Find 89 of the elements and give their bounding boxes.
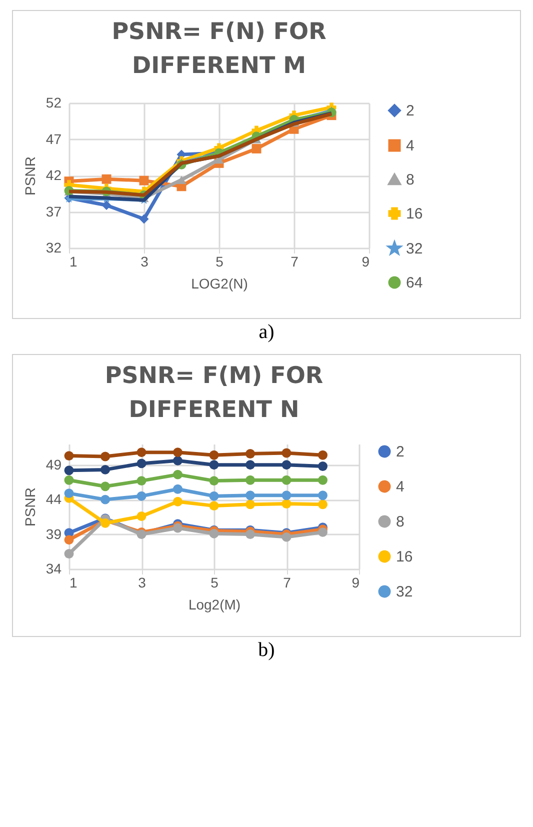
point	[136, 458, 146, 468]
point	[64, 488, 74, 498]
point	[282, 448, 292, 458]
point	[100, 482, 110, 492]
y-tick-label: 32	[46, 240, 62, 256]
x-axis-title: LOG2(N)	[191, 276, 248, 292]
text: b)	[257, 639, 276, 662]
point	[246, 530, 255, 540]
point	[209, 450, 219, 460]
point	[209, 528, 219, 538]
point	[246, 490, 255, 500]
point	[246, 500, 255, 510]
point	[136, 476, 146, 486]
point	[246, 448, 255, 458]
x-axis-title: Log2(M)	[188, 596, 241, 612]
point	[64, 466, 74, 476]
point	[64, 451, 74, 461]
point	[100, 494, 110, 504]
y-tick-label: 44	[46, 491, 62, 508]
point	[100, 518, 110, 528]
legend-label: 2	[396, 444, 404, 460]
point	[64, 475, 74, 485]
x-tick-label: 5	[216, 254, 224, 270]
point	[282, 532, 292, 542]
legend-label: 32	[406, 240, 423, 258]
y-tick-label: 42	[46, 167, 62, 183]
point	[252, 144, 262, 154]
point	[209, 460, 219, 470]
point	[136, 491, 146, 501]
point	[318, 527, 328, 537]
point	[209, 501, 219, 511]
legend-label: 4	[406, 138, 414, 154]
y-tick-label: 34	[46, 560, 62, 576]
x-tick-label: 9	[352, 574, 360, 590]
point	[136, 448, 146, 458]
x-tick-label: 7	[290, 254, 299, 270]
legend-label: 16	[406, 206, 423, 222]
point	[209, 491, 219, 501]
point	[246, 460, 255, 470]
point	[173, 496, 182, 506]
y-tick-label: 47	[46, 130, 62, 147]
chart-title: PSNR= F(M) FOR DIFFERENT N	[104, 363, 324, 423]
point	[282, 475, 292, 485]
point	[176, 176, 186, 184]
point	[209, 476, 219, 486]
x-tick-label: 1	[70, 574, 78, 590]
x-tick-label: 9	[362, 254, 370, 270]
point	[282, 490, 292, 500]
y-tick-label: 37	[46, 203, 62, 220]
point	[318, 500, 328, 510]
legend-label: 16	[396, 548, 413, 566]
x-tick-label: 7	[283, 574, 292, 590]
point	[136, 511, 146, 521]
point	[173, 470, 182, 480]
x-tick-label: 5	[210, 574, 219, 590]
point	[64, 535, 74, 545]
y-tick-label: 52	[46, 94, 62, 110]
point	[102, 200, 112, 210]
legend-label: 2	[406, 102, 414, 120]
legend-label: 64	[406, 274, 423, 292]
point	[282, 460, 292, 470]
legend-label: 4	[396, 478, 404, 496]
x-tick-label: 1	[70, 254, 78, 270]
text: a)	[258, 321, 276, 344]
point	[102, 174, 112, 184]
point	[318, 475, 328, 485]
point	[139, 214, 149, 224]
point	[100, 452, 110, 462]
point	[139, 176, 149, 186]
point	[246, 475, 255, 485]
x-tick-label: 3	[140, 254, 149, 270]
chart-title: PSNR= F(N) FOR DIFFERENT M	[112, 19, 327, 79]
point	[282, 498, 292, 508]
point	[173, 448, 182, 458]
y-axis-title: PSNR	[22, 156, 38, 196]
point	[173, 484, 182, 494]
point	[173, 456, 182, 466]
legend-label: 8	[396, 514, 404, 530]
point	[64, 548, 74, 558]
y-tick-label: 49	[46, 456, 62, 472]
legend-label: 32	[396, 584, 413, 600]
y-tick-label: 39	[46, 526, 62, 542]
point	[318, 490, 328, 500]
point	[100, 464, 110, 474]
point	[318, 461, 328, 471]
x-tick-label: 3	[138, 574, 146, 590]
y-axis-title: PSNR	[22, 488, 38, 526]
point	[318, 450, 328, 460]
legend-label: 8	[406, 172, 414, 188]
